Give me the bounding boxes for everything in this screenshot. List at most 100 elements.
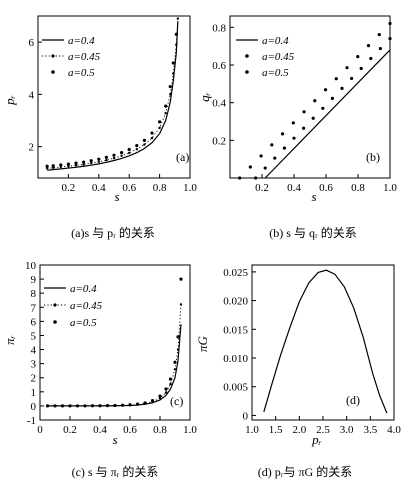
data-point (143, 143, 146, 146)
data-point (120, 403, 125, 407)
data-point (128, 403, 132, 407)
data-point (291, 121, 295, 125)
panel-b: 0.2 0.4 0.6 0.8 1.0 0.2 0.4 0.6 0.8 a=0.4 a=0.45 a=… (197, 15, 397, 240)
data-point (135, 402, 140, 406)
data-point (378, 46, 382, 51)
data-point (120, 151, 124, 155)
x-tick-label: 4.0 (387, 424, 401, 436)
data-point (59, 163, 63, 167)
data-point (82, 160, 86, 164)
data-point (98, 404, 102, 408)
y-tick-label: 0.005 (223, 382, 248, 394)
plot-frame-a (37, 15, 191, 179)
data-point (158, 120, 162, 124)
series-line (47, 18, 179, 169)
series-2 (45, 17, 180, 170)
data-point (150, 398, 155, 403)
data-point (172, 72, 175, 75)
data-point (158, 396, 162, 400)
data-point (105, 404, 110, 408)
series-3 (45, 32, 178, 168)
panel-c-caption: (c) s 与 πᵣ 的关系 (72, 464, 159, 479)
data-point (90, 404, 95, 408)
x-tick-label: 0 (37, 424, 43, 436)
y-tick-label: 5 (31, 330, 37, 342)
legend-marker (53, 320, 57, 324)
data-point (105, 159, 108, 162)
legend-label: a=0.45 (70, 300, 103, 312)
plot-area-d: 1.0 1.5 2.0 2.5 3.0 3.5 4.0 0 0.005 0.010 0.015 0.0… (223, 264, 401, 436)
panel-a-ylabel: pᵣ (2, 95, 17, 106)
plot-frame-d (251, 264, 395, 421)
y-tick-label: 0.6 (212, 60, 226, 72)
data-point (377, 32, 381, 37)
data-point (350, 76, 354, 81)
plot-area-b: 0.2 0.4 0.6 0.8 1.0 0.2 0.4 0.6 0.8 a=0.4 a=0.45 a=… (212, 15, 397, 194)
data-point (302, 126, 306, 130)
data-point (388, 37, 392, 41)
data-point (142, 138, 146, 142)
plot-area-c: 0 0.2 0.4 0.6 0.8 1.0-1012345678910a=0.4a=0.4… (25, 260, 197, 436)
data-point (66, 162, 70, 166)
y-tick-label: 2 (29, 142, 35, 154)
series-1 (263, 269, 388, 414)
data-point (59, 165, 62, 169)
legend-item-2: a=0.45 (44, 300, 103, 312)
data-point (74, 161, 78, 165)
y-tick-label: 0.2 (212, 135, 226, 147)
data-point (356, 55, 360, 59)
legend-label: a=0.4 (262, 35, 289, 47)
data-point (292, 136, 296, 140)
series-2 (46, 303, 183, 408)
data-point (158, 126, 161, 130)
data-point (83, 404, 87, 408)
data-point (173, 368, 177, 371)
plot-frame-c (39, 264, 191, 421)
data-point (311, 116, 315, 120)
panel-b-caption: (b) s 与 qᵣ 的关系 (269, 225, 356, 240)
legend-item-1: a=0.4 (42, 35, 95, 47)
series-1 (47, 21, 179, 171)
y-tick-label: 7 (31, 302, 37, 314)
x-tick-label: 1.0 (183, 182, 197, 194)
panel-d-label: (d) (346, 393, 360, 407)
x-tick-label: 2.5 (316, 424, 330, 436)
data-point (97, 160, 101, 163)
data-point (51, 164, 55, 168)
panel-a-label: (a) (176, 150, 189, 164)
legend-item-3: a=0.5 (53, 317, 97, 329)
data-point (280, 132, 285, 136)
x-tick-label: 0.6 (319, 182, 333, 194)
data-point (366, 44, 371, 48)
data-point (273, 156, 277, 160)
x-tick-label: 0.4 (287, 182, 301, 194)
legend-label: a=0.45 (262, 51, 295, 63)
data-point (82, 163, 85, 166)
data-point (345, 66, 349, 70)
data-point (135, 144, 139, 148)
data-point (164, 387, 168, 391)
panel-a-xlabel: s (114, 189, 119, 204)
data-point (90, 161, 93, 165)
data-point (340, 86, 344, 90)
x-tick-label: 1.5 (269, 424, 283, 436)
series-3 (45, 277, 183, 408)
x-tick-label: 2.0 (292, 424, 306, 436)
y-tick-label: 0.015 (223, 324, 248, 336)
data-point (168, 84, 172, 89)
data-point (120, 154, 123, 157)
panel-d-caption: (d) pᵣ与 πG 的关系 (258, 464, 352, 479)
y-tick-label: 4 (31, 345, 37, 357)
plot-frame-b (229, 15, 391, 179)
data-point (104, 155, 108, 159)
y-tick-label: -1 (27, 415, 36, 427)
data-point (169, 93, 172, 96)
data-point (259, 154, 263, 158)
data-point (164, 112, 167, 115)
data-point (67, 165, 70, 168)
x-tick-label: 0.6 (122, 182, 136, 194)
x-tick-label: 1.0 (183, 424, 197, 436)
data-point (330, 96, 334, 100)
series-line (264, 49, 391, 179)
